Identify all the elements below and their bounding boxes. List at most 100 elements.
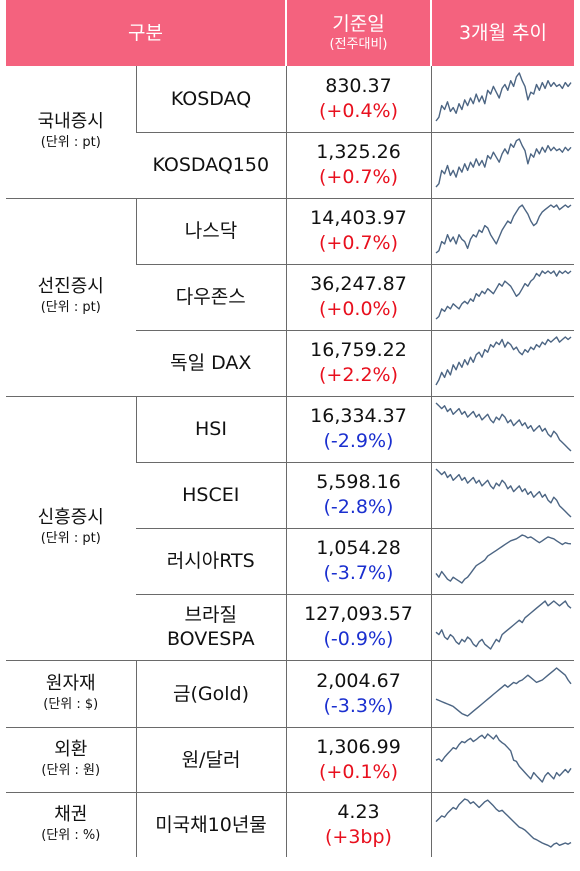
table-row: 국내증시 (단위 : pt) KOSDAQ 830.37 (+0.4%)	[6, 66, 574, 199]
index-name: 독일 DAX	[136, 330, 286, 397]
index-name: KOSDAQ	[135, 66, 286, 133]
index-value: 16,759.22	[310, 339, 407, 361]
category-unit: (단위 : 원)	[41, 762, 101, 778]
index-name-label: HSI	[195, 418, 227, 440]
trend-cell	[430, 396, 574, 463]
weekly-change: (+3bp)	[325, 825, 392, 848]
index-value: 16,334.37	[310, 405, 407, 427]
index-2-3-trend-line	[435, 600, 571, 650]
trend-cell	[430, 198, 574, 265]
index-2-1-trend-line	[435, 468, 571, 518]
index-value: 1,306.99	[316, 735, 401, 758]
weekly-change: (-3.7%)	[323, 562, 394, 584]
index-0-0-sparkline	[434, 72, 572, 122]
trend-cell	[430, 462, 574, 529]
table-row: HSCEI 5,598.16 (-2.8%)	[6, 462, 574, 529]
index-1-1-trend-line	[435, 270, 571, 320]
category-cell: 국내증시 (단위 : pt)	[6, 66, 136, 199]
weekly-change: (-0.9%)	[323, 628, 394, 650]
index-name-label: KOSDAQ	[170, 87, 252, 110]
category-unit: (단위 : pt)	[40, 300, 101, 315]
table-row: 신흥증시 (단위 : pt) HSI 16,334.37 (-2.9%)	[6, 396, 574, 661]
index-value-cell: 16,759.22 (+2.2%)	[285, 330, 431, 397]
trend-cell	[430, 66, 574, 133]
market-summary-table: 구분 기준일 (전주대비) 3개월 추이 국내증시 (단위 : pt) KOSDAQ…	[6, 0, 574, 857]
index-value-cell: 4.23 (+3bp)	[285, 792, 431, 857]
weekly-change: (+0.1%)	[318, 760, 398, 783]
table-row: 채권 (단위 : %) 미국채10년물 4.23 (+3bp)	[6, 792, 574, 857]
index-2-2-sparkline	[434, 534, 571, 584]
weekly-change: (+2.2%)	[318, 364, 398, 386]
index-2-0-sparkline	[435, 402, 571, 452]
table-row: KOSDAQ150 1,325.26 (+0.7%)	[6, 132, 574, 199]
category-cell: 신흥증시 (단위 : pt)	[6, 396, 136, 661]
trend-cell	[430, 264, 574, 331]
category-cell: 외환 (단위 : 원)	[6, 727, 136, 793]
category-unit: (단위 : $)	[43, 696, 99, 712]
table-header: 구분 기준일 (전주대비) 3개월 추이	[6, 0, 574, 66]
index-name-label: 독일 DAX	[170, 352, 252, 374]
weekly-change: (-3.3%)	[323, 694, 394, 717]
index-1-0-sparkline	[435, 204, 571, 254]
index-name: 브라질 BOVESPA	[136, 594, 286, 661]
index-0-1-trend-line	[434, 138, 572, 188]
table-body: 국내증시 (단위 : pt) KOSDAQ 830.37 (+0.4%) KOSDAQ15…	[6, 66, 574, 857]
index-name: HSI	[135, 396, 286, 463]
trend-cell	[430, 727, 574, 793]
index-1-1-sparkline	[435, 270, 571, 320]
trend-cell	[430, 594, 574, 661]
index-2-3-sparkline	[435, 600, 571, 650]
index-3-0-trend-line	[435, 666, 572, 717]
header-category: 구분	[6, 0, 287, 66]
index-name: 원/달러	[135, 727, 286, 793]
index-4-0-sparkline	[435, 732, 572, 783]
trend-cell	[430, 660, 574, 728]
index-0-1-sparkline	[434, 138, 572, 188]
index-value: 1,325.26	[316, 141, 401, 163]
index-name-label: 원/달러	[181, 748, 241, 771]
trend-cell	[430, 330, 574, 397]
index-value-cell: 1,054.28 (-3.7%)	[285, 528, 431, 595]
index-value-cell: 16,334.37 (-2.9%)	[285, 396, 431, 463]
table-row: 러시아RTS 1,054.28 (-3.7%)	[6, 528, 574, 595]
category-cell: 원자재 (단위 : $)	[6, 660, 136, 728]
trend-cell	[430, 528, 574, 595]
weekly-change: (-2.8%)	[323, 496, 394, 518]
index-4-0-trend-line	[435, 732, 572, 783]
index-name: HSCEI	[136, 462, 286, 529]
index-3-0-sparkline	[435, 666, 572, 717]
index-value: 36,247.87	[310, 273, 407, 295]
index-name: KOSDAQ150	[136, 132, 286, 199]
index-value: 830.37	[325, 74, 392, 97]
index-name-label: 브라질 BOVESPA	[166, 604, 255, 650]
index-name: 금(Gold)	[135, 660, 286, 728]
index-value-cell: 1,325.26 (+0.7%)	[285, 132, 431, 199]
category-name: 채권	[54, 803, 88, 825]
index-name-label: KOSDAQ150	[152, 154, 270, 176]
category-name: 선진증시	[37, 276, 104, 297]
index-value: 4.23	[337, 800, 380, 823]
index-value: 14,403.97	[310, 207, 407, 229]
category-unit: (단위 : %)	[41, 827, 101, 843]
category-name: 원자재	[45, 672, 96, 694]
category-name: 국내증시	[37, 110, 104, 132]
index-name: 다우존스	[136, 264, 286, 331]
index-value-cell: 36,247.87 (+0.0%)	[285, 264, 431, 331]
category-unit: (단위 : pt)	[40, 531, 101, 546]
table-row: 원자재 (단위 : $) 금(Gold) 2,004.67 (-3.3%)	[6, 660, 574, 728]
weekly-change: (+0.4%)	[318, 99, 398, 122]
trend-cell	[430, 132, 574, 199]
table-row: 브라질 BOVESPA 127,093.57 (-0.9%)	[6, 594, 574, 661]
table-row: 독일 DAX 16,759.22 (+2.2%)	[6, 330, 574, 397]
index-name-label: 다우존스	[175, 286, 246, 308]
index-1-2-sparkline	[434, 336, 571, 386]
index-name-label: 금(Gold)	[173, 682, 249, 705]
index-value-cell: 127,093.57 (-0.9%)	[285, 594, 431, 661]
index-2-2-trend-line	[434, 534, 571, 584]
index-name: 나스닥	[135, 198, 286, 265]
category-cell: 선진증시 (단위 : pt)	[6, 198, 136, 397]
index-1-2-trend-line	[434, 336, 571, 386]
table-row: 선진증시 (단위 : pt) 나스닥 14,403.97 (+0.7%)	[6, 198, 574, 397]
weekly-change: (-2.9%)	[323, 430, 394, 452]
index-0-0-trend-line	[434, 72, 572, 122]
